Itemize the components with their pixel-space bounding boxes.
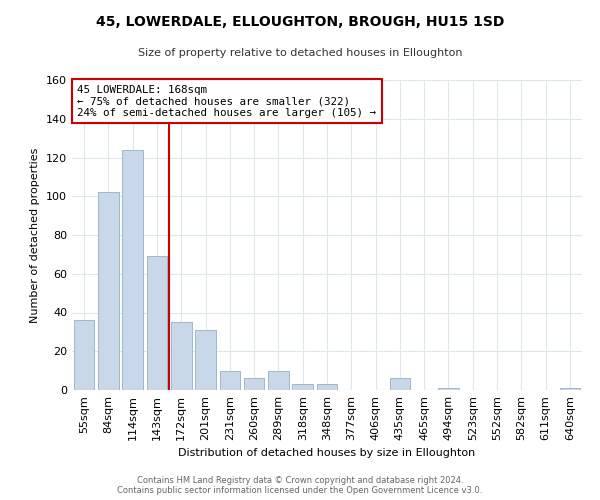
Bar	[171, 322, 191, 390]
Bar	[244, 378, 265, 390]
X-axis label: Distribution of detached houses by size in Elloughton: Distribution of detached houses by size …	[178, 448, 476, 458]
Bar	[98, 192, 119, 390]
Bar	[560, 388, 580, 390]
Text: 45, LOWERDALE, ELLOUGHTON, BROUGH, HU15 1SD: 45, LOWERDALE, ELLOUGHTON, BROUGH, HU15 …	[96, 15, 504, 29]
Bar	[122, 150, 143, 390]
Y-axis label: Number of detached properties: Number of detached properties	[31, 148, 40, 322]
Bar	[292, 384, 313, 390]
Bar	[74, 320, 94, 390]
Text: Contains HM Land Registry data © Crown copyright and database right 2024.
Contai: Contains HM Land Registry data © Crown c…	[118, 476, 482, 495]
Bar	[146, 256, 167, 390]
Bar	[317, 384, 337, 390]
Text: Size of property relative to detached houses in Elloughton: Size of property relative to detached ho…	[138, 48, 462, 58]
Bar	[438, 388, 459, 390]
Bar	[268, 370, 289, 390]
Bar	[195, 330, 216, 390]
Text: 45 LOWERDALE: 168sqm
← 75% of detached houses are smaller (322)
24% of semi-deta: 45 LOWERDALE: 168sqm ← 75% of detached h…	[77, 84, 376, 118]
Bar	[220, 370, 240, 390]
Bar	[389, 378, 410, 390]
